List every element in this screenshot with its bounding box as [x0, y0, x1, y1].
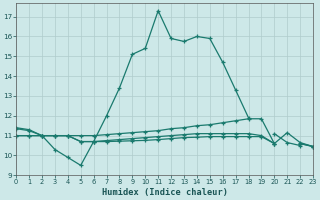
- X-axis label: Humidex (Indice chaleur): Humidex (Indice chaleur): [102, 188, 228, 197]
